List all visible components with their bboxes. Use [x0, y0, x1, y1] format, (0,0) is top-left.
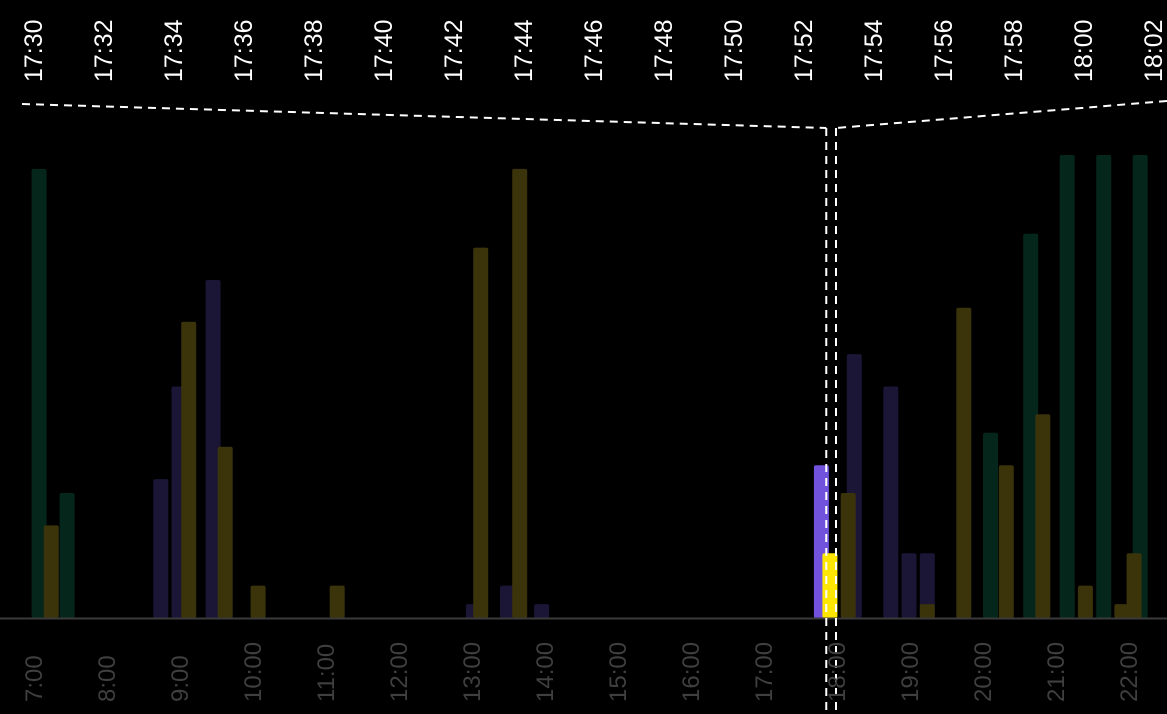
bar	[217, 446, 233, 618]
x-tick-label: 16:00	[678, 642, 705, 702]
bar	[500, 585, 515, 618]
zoom-tick-label: 17:32	[90, 19, 118, 82]
bar	[473, 247, 489, 618]
x-tick-label: 12:00	[386, 642, 413, 702]
zoom-tick-label: 17:58	[1000, 19, 1028, 82]
zoom-tick-label: 17:42	[440, 19, 468, 82]
zoom-tick-label: 17:44	[510, 19, 538, 82]
bar	[329, 585, 345, 618]
x-tick-label: 19:00	[897, 642, 924, 702]
zoom-tick-label: 18:00	[1070, 19, 1098, 82]
zoom-tick-label: 17:46	[580, 19, 608, 82]
bar	[205, 280, 221, 618]
zoom-tick-label: 17:36	[230, 19, 258, 82]
bar	[998, 465, 1014, 618]
bar	[250, 585, 266, 618]
zoom-tick-label: 17:48	[650, 19, 678, 82]
bar	[901, 553, 917, 618]
bar	[534, 604, 550, 618]
zoom-tick-label: 18:02	[1140, 19, 1167, 82]
zoom-connector-right	[835, 100, 1167, 129]
zoom-tick-label: 17:50	[720, 19, 748, 82]
bar	[956, 307, 972, 618]
bar	[1023, 233, 1039, 618]
bar	[919, 553, 935, 618]
x-tick-label: 17:00	[751, 642, 778, 702]
bar	[1132, 155, 1148, 618]
bar	[1096, 155, 1112, 618]
bar	[840, 493, 856, 618]
bar	[1035, 414, 1051, 618]
bar	[181, 321, 197, 618]
x-tick-label: 15:00	[605, 642, 632, 702]
x-tick-label: 9:00	[167, 655, 194, 702]
zoom-tick-label: 17:54	[860, 19, 888, 82]
bar	[59, 493, 75, 618]
bar	[1126, 553, 1142, 618]
zoom-tick-label: 17:52	[790, 19, 818, 82]
x-tick-label: 8:00	[94, 655, 121, 702]
x-tick-label: 13:00	[459, 642, 486, 702]
zoom-tick-label: 17:56	[930, 19, 958, 82]
bar	[31, 168, 47, 618]
bar	[1077, 585, 1093, 618]
x-tick-label: 7:00	[21, 655, 48, 702]
x-tick-label: 11:00	[313, 644, 340, 702]
zoom-tick-label: 17:40	[370, 19, 398, 82]
zoom-tick-labels: 17:30 17:32 17:34 17:36 17:38 17:40 17:42 17:44…	[20, 19, 1167, 82]
x-axis-tick-labels: 7:00 8:00 9:00 10:00 11:00 12:00 13:00 14:00 15:…	[21, 642, 1143, 702]
bar	[153, 479, 169, 618]
bar	[883, 386, 899, 618]
zoom-tick-label: 17:38	[300, 19, 328, 82]
x-tick-label: 21:00	[1043, 642, 1070, 702]
x-tick-label: 10:00	[240, 642, 267, 702]
x-tick-label: 14:00	[532, 642, 559, 702]
zoom-connector-left	[21, 103, 827, 129]
bars-layer	[31, 155, 1148, 618]
bar	[983, 432, 998, 618]
bar	[919, 604, 935, 618]
zoom-tick-label: 17:30	[20, 19, 48, 82]
x-tick-label: 20:00	[970, 642, 997, 702]
x-tick-label: 18:00	[824, 642, 851, 702]
bar	[512, 168, 528, 618]
x-tick-label: 22:00	[1116, 642, 1143, 702]
bar	[43, 525, 59, 618]
bar	[1114, 604, 1130, 618]
zoom-tick-label: 17:34	[160, 19, 188, 82]
bar	[1059, 155, 1075, 618]
